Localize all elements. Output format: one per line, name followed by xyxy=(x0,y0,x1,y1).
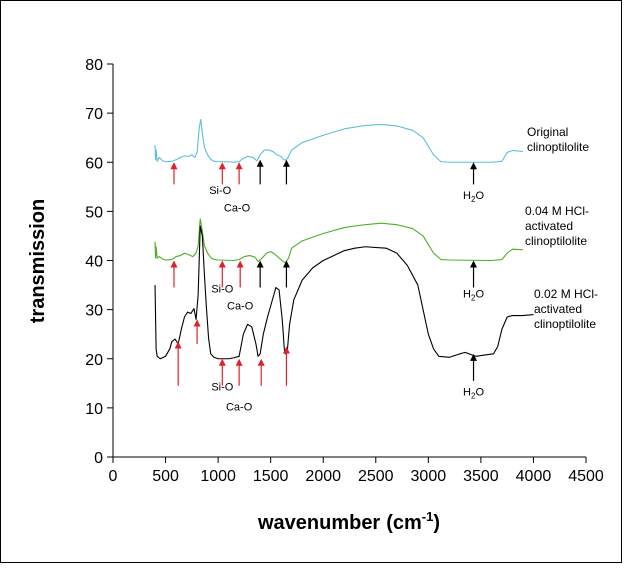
series-line-1 xyxy=(154,218,523,264)
series-group xyxy=(154,118,534,360)
x-tick-label: 3500 xyxy=(463,468,499,485)
x-tick-label: 4500 xyxy=(568,468,604,485)
x-axis-label: wavenumber (cm-1) xyxy=(257,509,440,534)
series-line-2 xyxy=(154,225,534,360)
peak-arrow-head xyxy=(218,162,226,170)
series-label-2: 0.02 M HCl-activated clinoptilolite xyxy=(534,287,598,331)
water-label-subscript: 2 xyxy=(471,392,476,401)
x-axis-label-main: wavenumber xyxy=(257,512,380,534)
band-annotation: Ca-O xyxy=(227,301,254,313)
peak-arrow-head xyxy=(256,260,264,268)
series-label-1: 0.04 M HCl-activated clinoptilolite xyxy=(525,204,589,248)
peak-arrow-head xyxy=(282,346,290,354)
peak-arrow-head xyxy=(282,260,290,268)
y-tick-label: 20 xyxy=(85,352,103,369)
x-axis-label-unit-suffix: ) xyxy=(433,512,440,534)
series-label-line: activated xyxy=(534,302,582,316)
y-tick-label: 60 xyxy=(85,155,103,172)
band-annotation: Ca-O xyxy=(226,401,253,413)
water-label-base: H xyxy=(463,190,471,202)
water-band-label: H2O xyxy=(463,190,484,204)
water-label-subscript: 2 xyxy=(471,195,476,204)
water-label-rest: O xyxy=(475,190,484,202)
band-annotation: Si-O xyxy=(211,382,233,394)
x-tick-label: 0 xyxy=(109,468,118,485)
peak-arrow-head xyxy=(193,319,201,327)
peak-arrow-head xyxy=(282,159,290,167)
y-tick-label: 80 xyxy=(85,57,103,74)
x-tick-label: 1000 xyxy=(200,468,236,485)
peak-arrow-head xyxy=(257,358,265,366)
series-label-0: Original clinoptilolite xyxy=(527,125,589,154)
series-label-line: clinoptilolite xyxy=(534,317,596,331)
tick-group: 0 500 1000 1500 2000 2500 3000 3500 4000 4500 0 10 2… xyxy=(85,57,604,485)
x-axis-label-unit-prefix: (cm xyxy=(386,512,422,534)
peak-arrow-head xyxy=(174,341,182,349)
y-tick-label: 10 xyxy=(85,401,103,418)
peak-arrow-head xyxy=(235,162,243,170)
peak-arrow-head xyxy=(470,162,478,170)
x-tick-label: 4000 xyxy=(516,468,552,485)
water-label-subscript: 2 xyxy=(471,293,476,302)
peak-arrow-head xyxy=(235,358,243,366)
series-line-0 xyxy=(154,118,523,163)
series-label-line: clinoptilolite xyxy=(527,140,589,154)
x-axis-label-unit-exponent: -1 xyxy=(422,509,434,524)
series-label-line: clinoptilolite xyxy=(525,234,587,248)
y-tick-label: 0 xyxy=(94,450,103,467)
y-tick-label: 50 xyxy=(85,204,103,221)
peak-arrow-head xyxy=(236,260,244,268)
peak-arrow-head xyxy=(218,260,226,268)
x-tick-label: 1500 xyxy=(253,468,289,485)
peak-arrow-head xyxy=(470,353,478,361)
y-tick-label: 70 xyxy=(85,106,103,123)
x-tick-label: 3000 xyxy=(411,468,447,485)
series-label-line: activated xyxy=(525,219,573,233)
peak-arrow-head xyxy=(256,159,264,167)
y-axis-label: transmission xyxy=(27,199,49,323)
peak-arrow-head xyxy=(218,358,226,366)
water-label-base: H xyxy=(463,288,471,300)
water-label-base: H xyxy=(463,387,471,399)
series-label-line: 0.04 M HCl- xyxy=(525,204,589,218)
water-label-rest: O xyxy=(475,387,484,399)
x-tick-label: 2500 xyxy=(358,468,394,485)
y-tick-label: 40 xyxy=(85,254,103,271)
water-band-label: H2O xyxy=(463,387,484,401)
series-label-line: Original xyxy=(527,125,568,139)
x-tick-label: 500 xyxy=(152,468,179,485)
peak-arrow-head xyxy=(470,260,478,268)
axes-group xyxy=(112,64,586,458)
band-annotation: Ca-O xyxy=(224,202,251,214)
water-band-label: H2O xyxy=(463,288,484,302)
peak-arrow-head xyxy=(170,162,178,170)
y-tick-label: 30 xyxy=(85,303,103,320)
water-label-rest: O xyxy=(475,288,484,300)
series-label-line: 0.02 M HCl- xyxy=(534,287,598,301)
band-annotation: Si-O xyxy=(209,185,231,197)
arrow-group xyxy=(170,159,478,386)
band-annotation: Si-O xyxy=(211,283,233,295)
peak-arrow-head xyxy=(170,260,178,268)
x-tick-label: 2000 xyxy=(305,468,341,485)
